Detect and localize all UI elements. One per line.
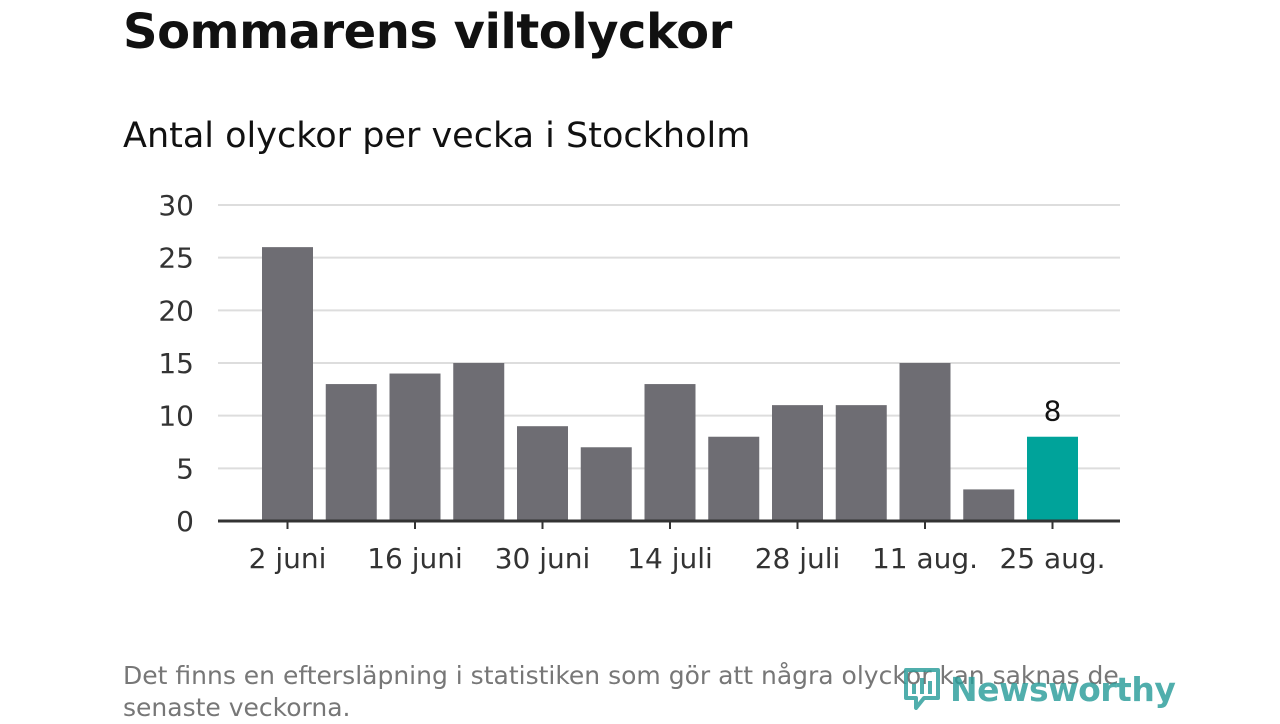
brand-logo: Newsworthy [902, 666, 1176, 712]
x-tick-label: 2 juni [249, 542, 327, 575]
bar [708, 436, 760, 521]
brand-name: Newsworthy [950, 669, 1176, 709]
bar [835, 405, 887, 521]
y-tick-label: 10 [158, 400, 194, 433]
footnote: Det finns en eftersläpning i statistiken… [123, 661, 1119, 722]
bar [453, 363, 505, 521]
data-label-highlighted: 8 [1044, 395, 1062, 428]
bar [963, 489, 1015, 521]
bar [262, 247, 313, 521]
y-tick-label: 25 [158, 242, 194, 275]
data-labels: 8 [1044, 395, 1062, 428]
x-tick-label: 16 juni [367, 542, 463, 575]
bar [644, 384, 696, 521]
bar [517, 426, 568, 521]
chart-subtitle: Antal olyckor per vecka i Stockholm [123, 116, 751, 156]
x-tick-label: 30 juni [495, 542, 591, 575]
bar [580, 447, 632, 521]
x-axis-ticks: 2 juni 16 juni 30 juni 14 juli 28 juli 11 aug… [249, 521, 1106, 575]
y-tick-label: 15 [158, 347, 194, 380]
y-axis-ticks: 0 5 10 15 20 25 30 [158, 189, 194, 538]
y-tick-label: 20 [158, 294, 194, 327]
bar-chart: 0 5 10 15 20 25 30 2 juni 16 juni 30 juni 14 juli… [158, 189, 1120, 575]
bar [772, 405, 823, 521]
bar [899, 363, 951, 521]
bar [389, 373, 441, 521]
bar-highlighted [1027, 436, 1078, 521]
chart-title: Sommarens viltolyckor [123, 4, 732, 60]
y-tick-label: 0 [176, 505, 194, 538]
x-tick-label: 11 aug. [872, 542, 978, 575]
newsworthy-logo-icon [904, 668, 940, 710]
y-tick-label: 30 [158, 189, 194, 222]
bars [262, 247, 1078, 521]
bar [325, 384, 377, 521]
y-tick-label: 5 [176, 452, 194, 485]
x-tick-label: 14 juli [627, 542, 713, 575]
x-tick-label: 25 aug. [999, 542, 1105, 575]
x-tick-label: 28 juli [755, 542, 841, 575]
